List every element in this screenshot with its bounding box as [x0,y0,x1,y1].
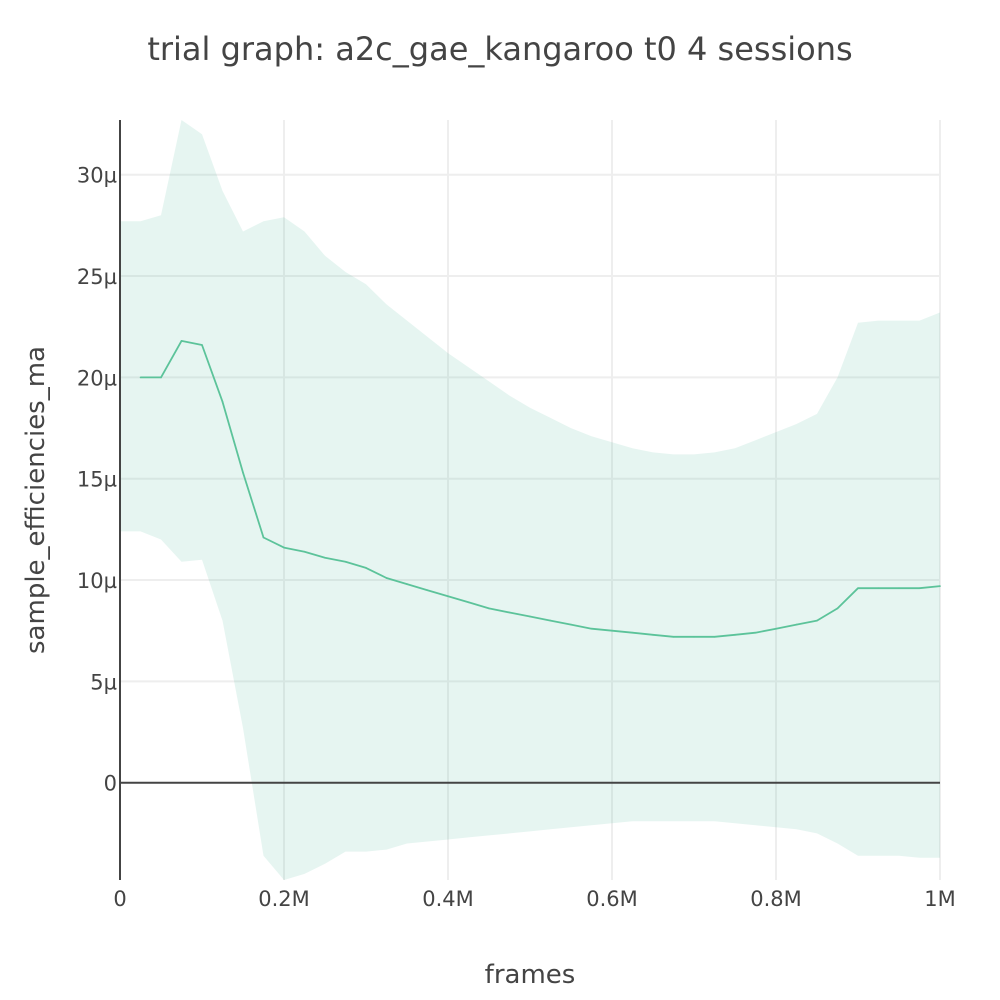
data-point [570,623,572,626]
x-tick-label: 0 [113,887,126,911]
data-point [898,587,900,589]
data-point [262,536,265,539]
data-point [816,619,818,622]
data-point [734,634,736,636]
data-point [652,634,654,636]
data-points [139,340,941,638]
data-point [221,400,224,403]
chart-title: trial graph: a2c_gae_kangaroo t0 4 sessi… [147,30,852,68]
x-axis-title: frames [485,960,576,990]
data-point [283,546,285,549]
data-point [611,629,613,632]
data-point [201,344,203,346]
y-tick-label: 20µ [77,366,117,390]
y-tick-label: 25µ [77,265,117,289]
y-axis-title: sample_efficiencies_ma [21,346,51,654]
data-point [672,636,675,638]
confidence-band [120,120,940,880]
data-point [754,631,757,634]
x-tick-label: 0.2M [258,887,310,911]
data-point [508,611,511,614]
data-point [918,587,921,589]
grid [120,120,941,880]
data-point [877,587,880,589]
y-axis-ticks: 0 5µ 10µ 15µ 20µ 25µ 30µ [77,164,117,796]
data-point [795,623,798,626]
data-point [303,550,306,553]
data-point [324,557,326,559]
x-tick-label: 1M [924,887,955,911]
data-point [447,595,449,598]
data-point [549,619,552,622]
data-point [836,607,839,610]
data-point [242,471,244,474]
data-point [529,615,531,618]
y-tick-label: 15µ [77,468,117,492]
data-point [939,585,941,587]
data-point [775,627,777,630]
data-point [590,627,593,630]
data-point [160,376,162,379]
y-tick-label: 30µ [77,164,117,188]
x-axis-ticks: 0 0.2M 0.4M 0.6M 0.8M 1M [113,887,955,911]
data-point [713,636,716,638]
x-tick-label: 0.4M [422,887,474,911]
data-point [857,587,859,589]
data-point [406,583,408,585]
data-point [365,567,367,569]
data-point [467,601,470,604]
y-tick-label: 5µ [90,670,117,694]
series-line [140,340,941,638]
y-tick-label: 10µ [77,569,117,593]
data-point [180,340,183,342]
data-point [139,376,142,379]
data-point [488,607,490,610]
data-point [693,636,695,638]
data-point [631,631,634,634]
data-point [426,589,429,591]
y-tick-label: 0 [104,772,117,796]
data-point [385,577,388,579]
x-tick-label: 0.6M [586,887,638,911]
x-tick-label: 0.8M [750,887,802,911]
data-point [344,561,347,563]
